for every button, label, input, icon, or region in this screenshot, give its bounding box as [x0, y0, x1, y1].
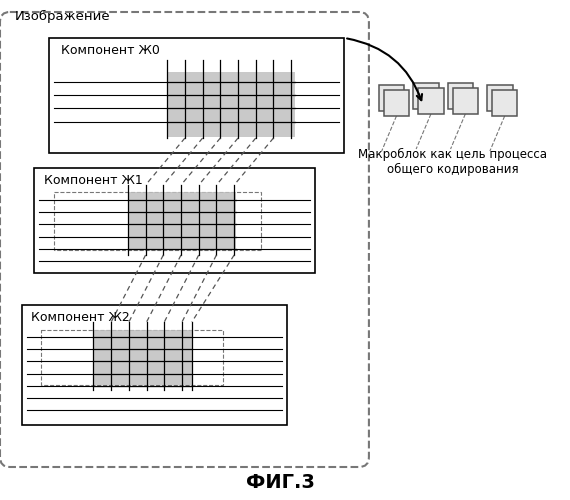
Text: Макроблок как цель процесса
общего кодирования: Макроблок как цель процесса общего кодир… [358, 148, 547, 176]
Text: ФИГ.3: ФИГ.3 [246, 473, 315, 492]
Bar [167, 72, 295, 137]
Text: Компонент Ж2: Компонент Ж2 [31, 311, 130, 324]
Text: Компонент Ж0: Компонент Ж0 [61, 44, 160, 57]
Bar [378, 85, 404, 111]
Bar [128, 192, 236, 250]
Bar [41, 330, 223, 385]
Bar [453, 88, 478, 114]
Bar [34, 168, 315, 273]
Bar [487, 85, 512, 111]
Bar [447, 83, 473, 109]
Bar [413, 83, 439, 109]
Text: Изображение: Изображение [15, 10, 111, 23]
Bar [93, 330, 192, 385]
Bar [49, 38, 344, 153]
Bar [418, 88, 443, 114]
Text: Компонент Ж1: Компонент Ж1 [44, 174, 143, 187]
Bar [492, 90, 518, 116]
Bar [54, 192, 260, 250]
Bar [384, 90, 409, 116]
Bar [22, 305, 287, 425]
